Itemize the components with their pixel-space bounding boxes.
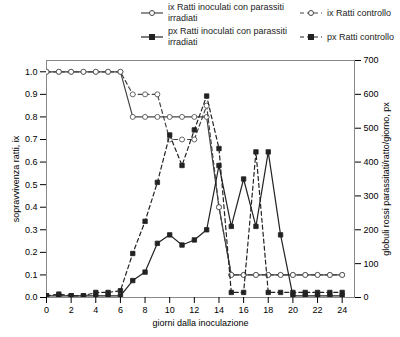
html-text:ix Ratti inoculati con parassi: ix Ratti inoculati con parassiti irradia… <box>167 2 284 23</box>
svg-text:4: 4 <box>93 305 98 315</box>
svg-text:0.8: 0.8 <box>25 112 38 122</box>
svg-text:0.6: 0.6 <box>25 157 38 167</box>
svg-text:18: 18 <box>263 305 273 315</box>
svg-text:0.9: 0.9 <box>25 89 38 99</box>
svg-text:1.0: 1.0 <box>25 67 38 77</box>
svg-text:0.3: 0.3 <box>25 225 38 235</box>
svg-text:700: 700 <box>364 55 379 65</box>
svg-text:300: 300 <box>364 191 379 201</box>
html-text:px Ratti inoculati con parassi: px Ratti inoculati con parassiti irradia… <box>167 26 287 47</box>
html-text:ix Ratti controllo: ix Ratti controllo <box>327 7 391 18</box>
svg-text:giorni dalla inoculazione: giorni dalla inoculazione <box>152 318 248 328</box>
svg-text:400: 400 <box>364 157 379 167</box>
svg-text:0.1: 0.1 <box>25 270 38 280</box>
svg-text:sopravvivenza ratti, ix: sopravvivenza ratti, ix <box>11 135 21 222</box>
svg-text:600: 600 <box>364 89 379 99</box>
svg-text:0.5: 0.5 <box>25 180 38 190</box>
html-text:px Ratti controllo: px Ratti controllo <box>327 31 394 42</box>
svg-text:0: 0 <box>364 292 369 302</box>
svg-text:0.2: 0.2 <box>25 247 38 257</box>
svg-text:24: 24 <box>337 305 347 315</box>
svg-text:12: 12 <box>189 305 199 315</box>
svg-text:14: 14 <box>214 305 224 315</box>
svg-text:22: 22 <box>313 305 323 315</box>
svg-text:globuli rossi parassitati/ratt: globuli rossi parassitati/ratto/giorno, … <box>381 102 391 256</box>
svg-text:2: 2 <box>69 305 74 315</box>
svg-text:8: 8 <box>143 305 148 315</box>
svg-text:0.7: 0.7 <box>25 134 38 144</box>
svg-text:6: 6 <box>118 305 123 315</box>
svg-text:200: 200 <box>364 225 379 235</box>
svg-text:16: 16 <box>239 305 249 315</box>
svg-text:0.4: 0.4 <box>25 202 38 212</box>
svg-text:20: 20 <box>288 305 298 315</box>
svg-text:0: 0 <box>44 305 49 315</box>
svg-text:100: 100 <box>364 259 379 269</box>
svg-text:10: 10 <box>165 305 175 315</box>
svg-text:0.0: 0.0 <box>25 292 38 302</box>
svg-text:500: 500 <box>364 123 379 133</box>
